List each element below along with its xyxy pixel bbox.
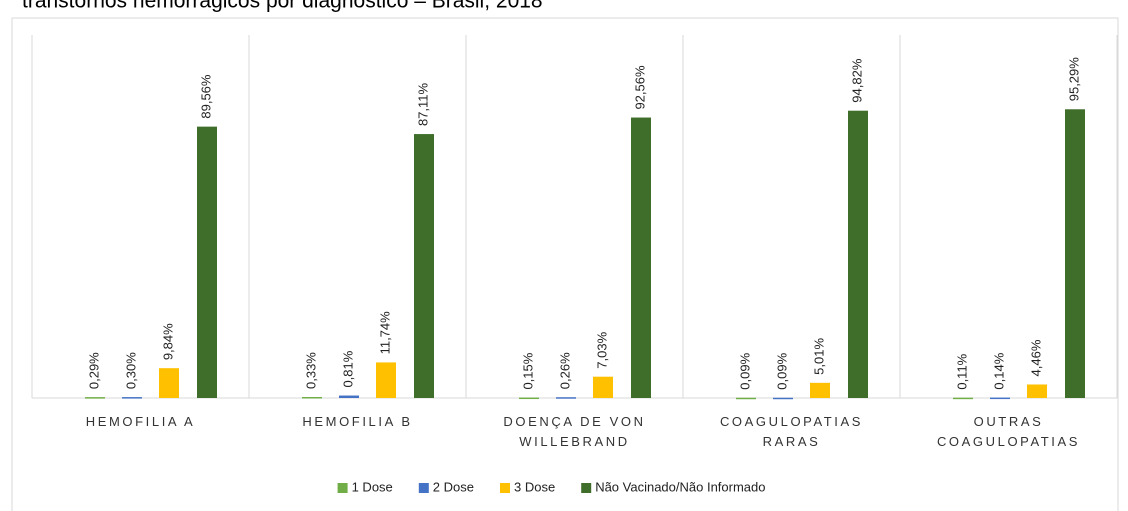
legend-swatch [337, 483, 348, 493]
legend-label: 3 Dose [514, 479, 555, 494]
data-label: 0,33% [303, 352, 318, 389]
bar [1065, 109, 1085, 398]
data-label: 0,81% [340, 350, 355, 387]
bar [593, 376, 613, 398]
bar [122, 397, 142, 399]
bar [631, 117, 651, 398]
data-label: 7,03% [594, 331, 609, 368]
bar [773, 397, 793, 400]
x-tick-label: OUTRAS COAGULOPATIAS [936, 414, 1081, 449]
bar [953, 397, 973, 400]
legend-label: 1 Dose [352, 479, 393, 494]
data-label: 94,82% [849, 58, 864, 103]
bar [376, 362, 396, 398]
data-label: 0,26% [557, 352, 572, 389]
bar [736, 397, 756, 400]
data-label: 92,56% [632, 65, 647, 110]
legend-swatch [581, 483, 592, 493]
x-tick-label: HEMOFILIA B [302, 414, 413, 429]
bar [556, 397, 576, 399]
legend-swatch [500, 483, 510, 493]
x-tick-label: COAGULOPATIAS RARAS [719, 414, 864, 449]
bar [85, 397, 105, 399]
bar [810, 382, 830, 398]
chart-border [11, 17, 1119, 511]
x-tick-label: DOENÇA DE VON WILLEBRAND [503, 414, 646, 449]
x-tick-label: HEMOFILIA A [85, 414, 196, 429]
data-label: 0,15% [520, 352, 535, 389]
chart-title: transtornos hemorrágicos por diagnóstico… [22, 0, 543, 13]
data-label: 0,30% [123, 352, 138, 389]
bar [197, 126, 217, 398]
data-label: 0,11% [954, 353, 969, 389]
data-label: 5,01% [811, 338, 826, 375]
bar [339, 395, 359, 398]
data-label: 0,09% [737, 352, 752, 389]
data-label: 0,29% [86, 352, 101, 389]
data-label: 87,11% [415, 82, 430, 126]
data-label: 95,29% [1066, 57, 1081, 102]
bar [519, 397, 539, 400]
legend-label: Não Vacinado/Não Informado [595, 479, 765, 494]
bar [414, 134, 434, 398]
data-label: 89,56% [198, 74, 213, 119]
legend-swatch [418, 483, 429, 493]
bar [990, 397, 1010, 400]
data-label: 11,74% [377, 311, 392, 355]
bar [848, 110, 868, 398]
data-label: 9,84% [160, 323, 175, 360]
bar [159, 368, 179, 398]
legend-label: 2 Dose [433, 479, 474, 494]
bar [302, 397, 322, 399]
data-label: 0,09% [774, 352, 789, 389]
data-label: 0,14% [991, 352, 1006, 389]
bar [1027, 384, 1047, 398]
data-label: 4,46% [1028, 339, 1043, 376]
